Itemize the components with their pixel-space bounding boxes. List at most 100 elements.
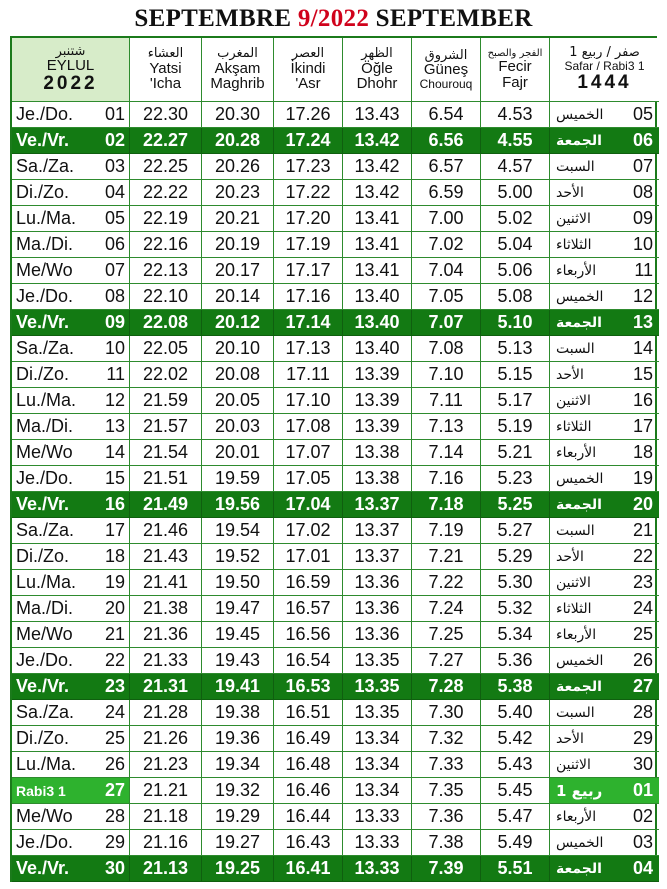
- weekday-cell: Me/Wo 21: [12, 622, 130, 648]
- hijri-cell: الاثنين 16: [550, 388, 659, 414]
- isha-time: 22.05: [130, 336, 202, 362]
- weekday-label: Lu./Ma.: [16, 754, 77, 774]
- asr-time: 16.44: [274, 804, 343, 830]
- fajr-time: 5.13: [481, 336, 550, 362]
- maghrib-time: 20.23: [202, 180, 274, 206]
- maghrib-time: 19.50: [202, 570, 274, 596]
- sunrise-time: 7.27: [412, 648, 481, 674]
- weekday-label: Me/Wo: [16, 442, 73, 462]
- maghrib-time: 19.52: [202, 544, 274, 570]
- fajr-time: 5.38: [481, 674, 550, 700]
- fajr-time: 5.29: [481, 544, 550, 570]
- hijri-cell: السبت 07: [550, 154, 659, 180]
- hijri-cell: الاثنين 30: [550, 752, 659, 778]
- header-dhohr-ar: الظهر: [361, 45, 393, 61]
- header-asr-ar: العصر: [291, 45, 325, 61]
- isha-time: 22.08: [130, 310, 202, 336]
- maghrib-time: 20.03: [202, 414, 274, 440]
- arabic-weekday: الجمعة: [556, 132, 602, 149]
- isha-time: 21.28: [130, 700, 202, 726]
- header-maghrib-ar: المغرب: [217, 45, 258, 61]
- dhohr-time: 13.39: [343, 362, 412, 388]
- hijri-cell: الأحد 22: [550, 544, 659, 570]
- dhohr-time: 13.34: [343, 752, 412, 778]
- maghrib-time: 20.17: [202, 258, 274, 284]
- dhohr-time: 13.36: [343, 596, 412, 622]
- hijri-day: 05: [632, 104, 653, 124]
- isha-time: 22.30: [130, 102, 202, 128]
- gregorian-day: 19: [104, 572, 125, 592]
- asr-time: 17.05: [274, 466, 343, 492]
- hijri-cell: الخميس 05: [550, 102, 659, 128]
- weekday-label: Ma./Di.: [16, 598, 74, 618]
- weekday-cell: Ve./Vr. 02: [12, 128, 130, 154]
- hijri-day: 28: [632, 702, 653, 722]
- maghrib-time: 20.26: [202, 154, 274, 180]
- arabic-weekday: الأربعاء: [556, 262, 597, 279]
- sunrise-time: 7.16: [412, 466, 481, 492]
- hijri-day: 08: [632, 182, 653, 202]
- sunrise-time: 7.32: [412, 726, 481, 752]
- arabic-weekday: الأحد: [556, 730, 584, 747]
- gregorian-day: 23: [104, 676, 125, 696]
- arabic-weekday: الاثنين: [556, 574, 591, 591]
- maghrib-time: 20.21: [202, 206, 274, 232]
- hijri-day: 22: [632, 546, 653, 566]
- maghrib-time: 19.32: [202, 778, 274, 804]
- gregorian-day: 28: [104, 806, 125, 826]
- header-isha-l1: Yatsi: [149, 59, 182, 77]
- weekday-label: Me/Wo: [16, 624, 73, 644]
- arabic-weekday: الأربعاء: [556, 626, 597, 643]
- hijri-day: 30: [632, 754, 653, 774]
- isha-time: 21.21: [130, 778, 202, 804]
- isha-time: 22.25: [130, 154, 202, 180]
- hijri-cell: الخميس 12: [550, 284, 659, 310]
- header-isha-l2: 'Icha: [149, 75, 182, 93]
- weekday-cell: Sa./Za. 24: [12, 700, 130, 726]
- weekday-cell: Ve./Vr. 23: [12, 674, 130, 700]
- isha-time: 21.31: [130, 674, 202, 700]
- sunrise-time: 7.14: [412, 440, 481, 466]
- maghrib-time: 19.41: [202, 674, 274, 700]
- dhohr-time: 13.38: [343, 440, 412, 466]
- isha-time: 21.26: [130, 726, 202, 752]
- asr-time: 16.51: [274, 700, 343, 726]
- fajr-time: 5.40: [481, 700, 550, 726]
- maghrib-time: 19.38: [202, 700, 274, 726]
- sunrise-time: 6.54: [412, 102, 481, 128]
- weekday-label: Je./Do.: [16, 286, 74, 306]
- page-title: SEPTEMBRE 9/2022 SEPTEMBER: [0, 4, 667, 34]
- weekday-label: Je./Do.: [16, 650, 74, 670]
- header-fajr-l1: Fecir: [498, 58, 532, 75]
- weekday-label: Me/Wo: [16, 260, 73, 280]
- fajr-time: 5.32: [481, 596, 550, 622]
- hijri-day: 27: [632, 676, 653, 696]
- gregorian-day: 05: [104, 208, 125, 228]
- maghrib-time: 19.29: [202, 804, 274, 830]
- arabic-weekday: الثلاثاء: [556, 600, 592, 617]
- hijri-cell: الاثنين 09: [550, 206, 659, 232]
- dhohr-time: 13.38: [343, 466, 412, 492]
- hijri-day: 13: [632, 312, 653, 332]
- header-chourouq-l1: Güneş: [423, 61, 469, 79]
- header-isha-ar: العشاء: [147, 45, 184, 61]
- dhohr-time: 13.41: [343, 258, 412, 284]
- weekday-label: Je./Do.: [16, 468, 74, 488]
- dhohr-time: 13.42: [343, 154, 412, 180]
- hijri-day: 02: [632, 806, 653, 826]
- header-chourouq-ar: الشروق: [424, 47, 468, 63]
- title-left: SEPTEMBRE: [134, 5, 298, 32]
- hijri-day: 17: [632, 416, 653, 436]
- weekday-label: Di./Zo.: [16, 182, 70, 202]
- weekday-label: Ve./Vr.: [16, 676, 70, 696]
- header-asr-l2: 'Asr: [295, 75, 321, 93]
- hijri-cell: الأربعاء 25: [550, 622, 659, 648]
- hijri-day: 06: [632, 130, 653, 150]
- header-month: شتنبر EYLUL 2022: [12, 38, 130, 102]
- weekday-label: Je./Do.: [16, 104, 74, 124]
- gregorian-day: 03: [104, 156, 125, 176]
- hijri-cell: الاثنين 23: [550, 570, 659, 596]
- hijri-day: 09: [632, 208, 653, 228]
- dhohr-time: 13.41: [343, 232, 412, 258]
- sunrise-time: 7.18: [412, 492, 481, 518]
